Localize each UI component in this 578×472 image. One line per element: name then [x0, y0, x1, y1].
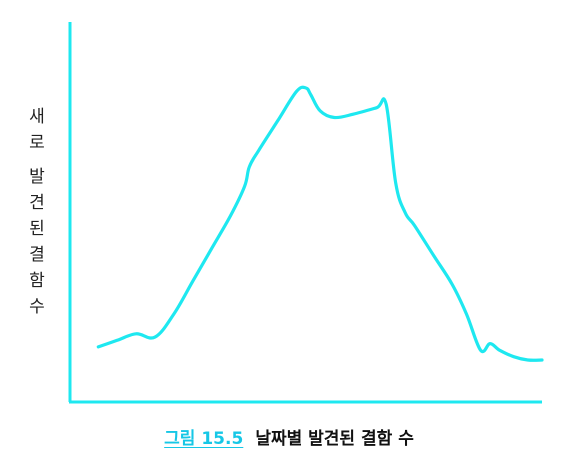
y-axis-label-char: 함: [29, 271, 45, 291]
y-axis-label-char: 된: [29, 219, 45, 239]
series-layer: [96, 85, 544, 362]
y-axis-label-char: 발: [29, 167, 45, 187]
y-axis-label-char: 결: [29, 245, 45, 265]
axes: [68, 22, 542, 404]
y-axis-label-char: 로: [29, 133, 45, 153]
y-axis-label-char: 수: [29, 297, 45, 317]
series-line: [96, 85, 544, 362]
y-axis-label-char: 견: [29, 193, 45, 213]
figure-number: 그림 15.5: [164, 429, 244, 449]
figure-caption: 그림 15.5 날짜별 발견된 결함 수: [0, 424, 578, 449]
figure-title: 날짜별 발견된 결함 수: [255, 429, 414, 449]
y-axis-label-char: 새: [29, 107, 45, 127]
